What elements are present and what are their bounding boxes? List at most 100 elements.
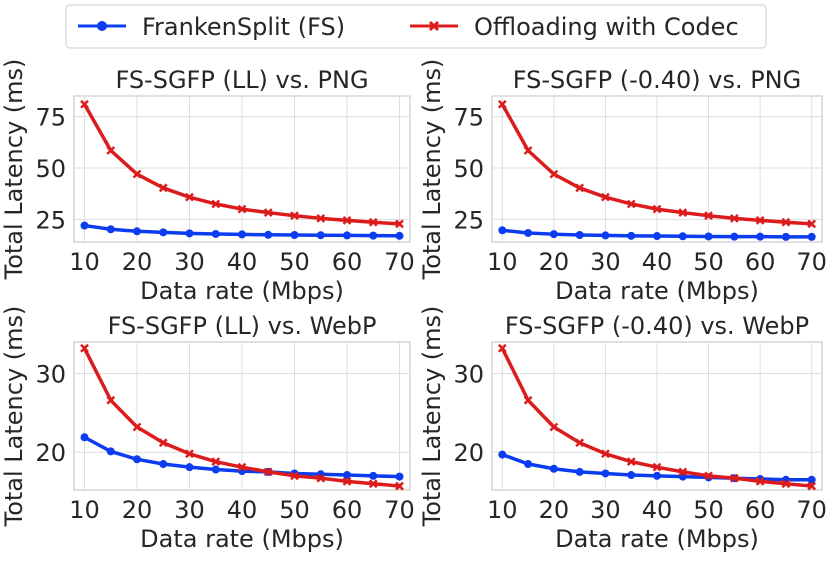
x-tick-label: 20	[122, 248, 153, 276]
y-tick-label: 30	[35, 360, 66, 388]
x-tick-label: 10	[487, 248, 518, 276]
data-point-fs	[369, 471, 378, 480]
data-point-codec	[678, 467, 688, 477]
data-point-fs	[575, 231, 584, 240]
y-tick-label: 75	[453, 104, 484, 132]
data-point-codec	[237, 462, 247, 472]
y-tick-label: 50	[453, 155, 484, 183]
y-tick-label: 75	[35, 104, 66, 132]
panel-png-ll: 10 20 30 40 50 60 70 25 50 75 FS-SGFP (LL) vs. PNG…	[0, 59, 415, 305]
data-point-codec	[781, 479, 791, 489]
data-point-fs	[343, 231, 351, 240]
x-tick-label: 50	[693, 248, 724, 276]
data-point-codec	[523, 395, 533, 405]
data-point-fs	[211, 229, 220, 238]
data-point-fs	[704, 232, 713, 241]
data-point-fs	[80, 221, 89, 230]
data-point-codec	[290, 471, 299, 481]
data-point-fs	[575, 467, 584, 476]
data-point-fs	[601, 231, 610, 240]
data-point-codec	[652, 204, 662, 214]
data-point-fs	[343, 471, 351, 480]
data-point-fs	[133, 455, 141, 464]
legend: FrankenSplit (FS) Offloading with Codec	[65, 4, 767, 49]
data-point-codec	[263, 467, 273, 477]
data-point-codec	[316, 213, 326, 223]
data-point-fs	[211, 465, 220, 474]
x-tick-label: 40	[642, 248, 673, 276]
data-point-fs	[524, 228, 533, 237]
data-point-codec	[575, 438, 585, 448]
panel-title: FS-SGFP (LL) vs. PNG	[115, 66, 368, 94]
data-point-codec	[132, 169, 142, 179]
data-point-codec	[781, 217, 791, 227]
panel-webp-040: 10 20 30 40 50 60 70 20 30 FS-SGFP (-0.40) vs. We…	[418, 306, 827, 553]
legend-marker-fs	[97, 21, 107, 31]
x-tick-label: 40	[227, 496, 258, 524]
x-tick-label: 40	[227, 248, 258, 276]
data-point-codec	[549, 422, 559, 432]
x-tick-label: 70	[384, 496, 415, 524]
x-tick-label: 30	[590, 496, 621, 524]
data-point-codec	[755, 216, 765, 225]
data-point-codec	[807, 481, 817, 491]
x-tick-label: 50	[693, 496, 724, 524]
data-point-codec	[704, 211, 713, 221]
data-point-codec	[497, 343, 507, 353]
x-tick-label: 60	[332, 248, 363, 276]
data-point-codec	[626, 199, 636, 209]
x-tick-label: 60	[332, 496, 363, 524]
x-tick-label: 50	[279, 496, 310, 524]
data-point-fs	[549, 230, 558, 239]
x-axis-label: Data rate (Mbps)	[555, 277, 759, 305]
data-point-codec	[290, 211, 299, 221]
panel-title: FS-SGFP (-0.40) vs. PNG	[513, 66, 801, 94]
data-point-codec	[106, 146, 116, 155]
data-point-fs	[369, 231, 378, 240]
data-point-fs	[316, 231, 325, 240]
legend-marker-codec	[428, 20, 440, 32]
data-point-fs	[159, 460, 168, 469]
y-tick-label: 25	[453, 206, 484, 234]
x-tick-label: 20	[539, 496, 570, 524]
data-point-codec	[755, 476, 765, 486]
panel-webp-ll: 10 20 30 40 50 60 70 20 30 FS-SGFP (LL) vs. WebP D…	[0, 306, 415, 553]
panel-title: FS-SGFP (-0.40) vs. WebP	[505, 312, 809, 340]
x-tick-label: 10	[69, 496, 100, 524]
data-point-fs	[653, 471, 661, 480]
data-point-codec	[132, 422, 142, 432]
data-point-fs	[756, 232, 765, 241]
data-point-fs	[106, 447, 115, 456]
x-tick-label: 60	[745, 248, 776, 276]
panel-png-040: 10 20 30 40 50 60 70 25 50 75 FS-SGFP (-0.40) vs. …	[418, 59, 827, 305]
data-point-fs	[678, 232, 687, 241]
data-point-fs	[807, 475, 816, 484]
x-tick-label: 30	[590, 248, 621, 276]
data-point-codec	[185, 192, 194, 202]
data-point-codec	[807, 219, 817, 229]
data-point-codec	[729, 213, 739, 223]
data-point-fs	[627, 471, 636, 480]
y-tick-label: 20	[35, 439, 66, 467]
data-point-fs	[807, 232, 816, 241]
data-point-codec	[211, 199, 221, 209]
data-point-codec	[237, 204, 247, 214]
data-point-fs	[133, 227, 141, 236]
x-axis-label: Data rate (Mbps)	[555, 525, 759, 553]
data-point-codec	[575, 183, 585, 193]
data-point-fs	[601, 469, 610, 478]
data-point-codec	[80, 343, 89, 353]
x-tick-label: 20	[122, 496, 153, 524]
x-tick-label: 30	[174, 248, 205, 276]
data-point-fs	[524, 460, 533, 469]
x-axis-label: Data rate (Mbps)	[140, 277, 344, 305]
data-point-fs	[185, 229, 194, 238]
x-tick-label: 30	[174, 496, 205, 524]
data-point-fs	[185, 463, 194, 472]
data-point-fs	[498, 226, 507, 235]
data-point-codec	[342, 216, 352, 225]
data-point-codec	[185, 449, 194, 459]
data-point-codec	[549, 169, 559, 179]
data-point-fs	[653, 232, 661, 241]
data-point-fs	[781, 232, 790, 241]
